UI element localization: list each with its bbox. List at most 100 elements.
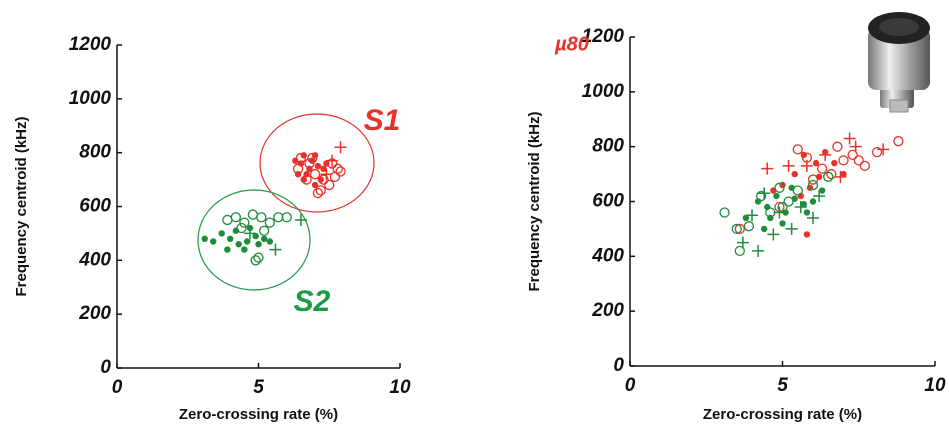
point	[259, 225, 270, 236]
point	[826, 168, 837, 180]
point	[767, 228, 780, 241]
point	[823, 171, 834, 182]
point	[791, 195, 798, 202]
y-tick-label: 800	[79, 142, 111, 163]
point	[752, 244, 765, 257]
x-tick-label: 5	[253, 377, 264, 398]
point	[803, 231, 811, 238]
x-axis-title: Zero-crossing rate (%)	[179, 406, 338, 423]
point	[246, 224, 254, 232]
point	[843, 132, 856, 145]
point	[764, 203, 771, 211]
point	[767, 214, 774, 222]
point	[224, 246, 231, 253]
y-axis-title: Frequency centroid (kHz)	[13, 116, 30, 296]
point	[227, 235, 234, 242]
point	[859, 160, 870, 172]
point	[758, 187, 771, 200]
point	[314, 162, 322, 170]
y-tick-label: 1200	[69, 34, 112, 55]
point	[239, 217, 250, 228]
cluster-ellipse	[259, 113, 375, 213]
point	[273, 212, 284, 223]
point	[849, 140, 862, 153]
point	[281, 212, 292, 223]
point	[847, 149, 858, 161]
point	[300, 152, 307, 159]
point	[746, 209, 758, 222]
point	[800, 201, 808, 208]
y-tick-label: 0	[100, 357, 111, 378]
point	[201, 235, 208, 242]
annotation: S1	[364, 104, 401, 137]
point	[761, 225, 768, 233]
point	[840, 170, 847, 178]
point	[743, 221, 755, 232]
point	[309, 169, 321, 180]
point	[893, 136, 904, 147]
point	[253, 252, 264, 263]
y-axis-title: Frequency centroid (kHz)	[526, 111, 543, 291]
point	[736, 236, 749, 249]
point	[317, 176, 324, 183]
point	[252, 232, 259, 240]
point	[243, 238, 251, 245]
x-tick-label: 0	[625, 375, 636, 396]
point	[329, 171, 341, 183]
point	[807, 211, 819, 224]
point	[292, 157, 299, 164]
point	[812, 159, 820, 167]
y-tick-label: 400	[591, 245, 624, 266]
sensor-image	[868, 12, 930, 113]
point	[315, 185, 326, 196]
point	[800, 159, 813, 172]
y-tick-label: 600	[79, 196, 111, 217]
point	[306, 165, 313, 173]
point	[266, 238, 274, 245]
y-tick-label: 1000	[582, 81, 625, 102]
point	[734, 223, 745, 235]
x-tick-label: 10	[389, 377, 411, 398]
point	[807, 179, 819, 191]
cluster-ellipse	[197, 189, 311, 291]
point	[791, 170, 798, 178]
point	[742, 214, 750, 222]
point	[813, 190, 826, 203]
point	[731, 223, 742, 235]
point	[230, 212, 242, 223]
point	[838, 155, 849, 166]
y-tick-label: 0	[613, 355, 624, 376]
y-tick-label: 1000	[69, 88, 112, 109]
y-tick-label: 1200	[582, 26, 625, 47]
point	[255, 240, 262, 248]
annotation: µ80	[554, 33, 589, 55]
point	[871, 146, 883, 158]
point	[218, 230, 225, 237]
point	[311, 152, 319, 159]
point	[320, 165, 327, 173]
point	[250, 255, 261, 266]
point	[809, 198, 817, 205]
point	[822, 148, 829, 156]
point	[264, 217, 275, 228]
y-tick-label: 800	[592, 136, 624, 157]
x-tick-label: 5	[777, 375, 788, 396]
point	[831, 159, 838, 167]
point	[761, 162, 774, 175]
point	[832, 141, 843, 152]
point	[294, 171, 302, 178]
point	[782, 209, 789, 216]
point	[241, 246, 248, 253]
point	[235, 240, 242, 248]
y-tick-label: 600	[592, 191, 624, 212]
point	[803, 209, 811, 216]
point	[734, 245, 745, 257]
point	[719, 207, 730, 218]
point	[774, 182, 785, 193]
point	[300, 176, 307, 183]
point	[297, 160, 305, 167]
point	[335, 166, 346, 177]
point	[312, 187, 324, 199]
y-tick-label: 200	[78, 303, 111, 324]
